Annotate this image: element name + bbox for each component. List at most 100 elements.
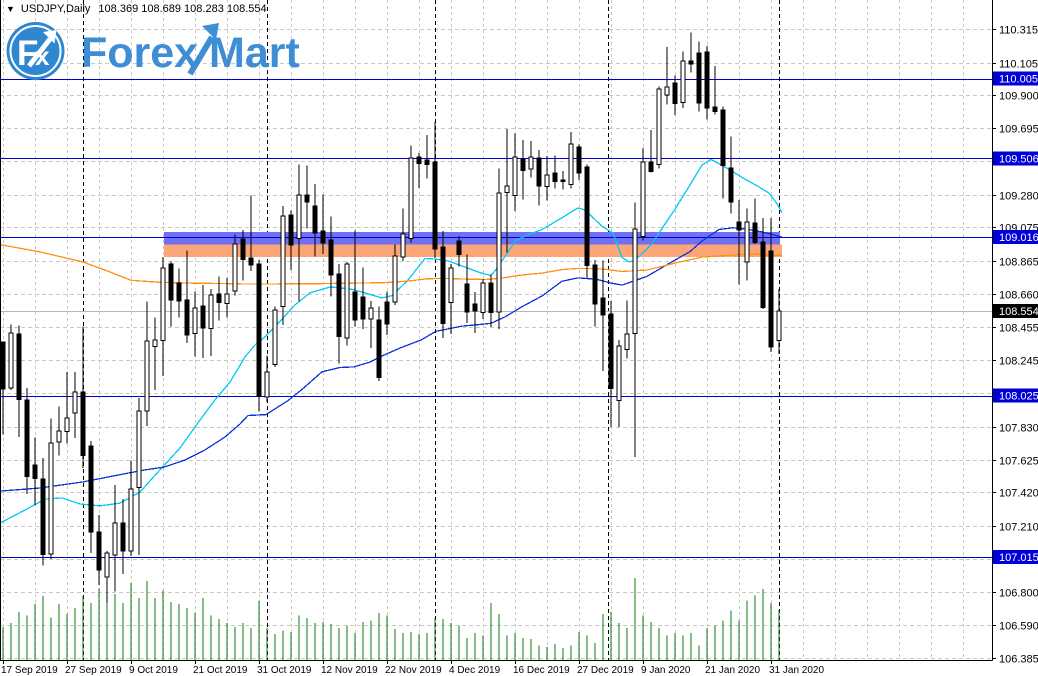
candle[interactable] <box>712 66 718 115</box>
candle[interactable] <box>416 153 422 188</box>
candle[interactable] <box>304 165 310 229</box>
candle[interactable] <box>344 262 350 346</box>
candle[interactable] <box>760 218 766 309</box>
candle[interactable] <box>32 437 38 505</box>
candle[interactable] <box>176 268 182 318</box>
candle[interactable] <box>112 485 118 592</box>
candle[interactable] <box>672 75 678 115</box>
candle[interactable] <box>680 51 686 108</box>
candle[interactable] <box>208 288 214 356</box>
candle[interactable] <box>624 300 630 359</box>
candle[interactable] <box>232 234 238 296</box>
candle[interactable] <box>200 285 206 359</box>
candle[interactable] <box>432 122 438 259</box>
candle[interactable] <box>768 218 774 352</box>
candle[interactable] <box>224 277 230 318</box>
candle[interactable] <box>528 141 534 178</box>
candle[interactable] <box>376 306 382 381</box>
candle[interactable] <box>144 301 150 426</box>
candle[interactable] <box>256 260 262 412</box>
candle[interactable] <box>264 355 270 403</box>
candle[interactable] <box>280 206 286 325</box>
candle[interactable] <box>456 236 462 267</box>
time-axis[interactable]: 17 Sep 2019 27 Sep 2019 9 Oct 2019 21 Oct 2… <box>1 660 824 676</box>
candle[interactable] <box>560 171 566 190</box>
candle[interactable] <box>152 317 158 391</box>
candle[interactable] <box>328 216 334 297</box>
candle[interactable] <box>336 263 342 364</box>
candle[interactable] <box>776 289 782 355</box>
candle[interactable] <box>464 254 470 323</box>
candle[interactable] <box>704 45 710 120</box>
candle[interactable] <box>64 371 70 444</box>
candle[interactable] <box>552 155 558 189</box>
candle[interactable] <box>632 202 638 457</box>
candle[interactable] <box>320 194 326 254</box>
candle[interactable] <box>240 229 246 281</box>
candle[interactable] <box>16 325 22 437</box>
candle[interactable] <box>608 301 614 428</box>
candle[interactable] <box>576 144 582 180</box>
candle[interactable] <box>664 47 670 105</box>
candle[interactable] <box>368 300 374 348</box>
candle[interactable] <box>656 86 662 169</box>
candle[interactable] <box>0 341 6 435</box>
candle[interactable] <box>496 168 502 329</box>
candle[interactable] <box>584 164 590 278</box>
candle[interactable] <box>400 208 406 262</box>
candle[interactable] <box>536 150 542 206</box>
candle[interactable] <box>160 257 166 376</box>
candle[interactable] <box>688 32 694 73</box>
candle[interactable] <box>360 267 366 329</box>
candle[interactable] <box>120 499 126 574</box>
candle[interactable] <box>736 199 742 285</box>
candle[interactable] <box>472 292 478 334</box>
candle[interactable] <box>48 418 54 560</box>
candle[interactable] <box>408 145 414 243</box>
candle[interactable] <box>696 41 702 112</box>
candle[interactable] <box>8 324 14 391</box>
candle[interactable] <box>168 261 174 327</box>
price-axis[interactable]: 110.315110.105109.900109.695109.490109.2… <box>992 25 1038 666</box>
candle[interactable] <box>512 133 518 211</box>
candle[interactable] <box>384 291 390 335</box>
candle[interactable] <box>568 132 574 189</box>
candle[interactable] <box>424 134 430 179</box>
candle[interactable] <box>440 231 446 339</box>
candle[interactable] <box>56 406 62 456</box>
candle[interactable] <box>88 441 94 553</box>
symbol-menu-icon[interactable]: ▼ <box>6 4 15 14</box>
candle[interactable] <box>640 148 646 241</box>
candle[interactable] <box>80 326 86 468</box>
candle[interactable] <box>248 195 254 271</box>
candle[interactable] <box>728 136 734 214</box>
candle[interactable] <box>600 260 606 371</box>
candle[interactable] <box>40 457 46 566</box>
candle[interactable] <box>288 210 294 271</box>
candle[interactable] <box>648 130 654 173</box>
candle[interactable] <box>96 515 102 585</box>
candle[interactable] <box>752 198 758 244</box>
candle[interactable] <box>192 291 198 357</box>
candle[interactable] <box>504 128 510 253</box>
candle[interactable] <box>352 230 358 327</box>
candle[interactable] <box>544 155 550 201</box>
candle[interactable] <box>592 260 598 327</box>
candle[interactable] <box>392 244 398 306</box>
candle[interactable] <box>184 250 190 344</box>
candle[interactable] <box>272 306 278 367</box>
candle[interactable] <box>488 274 494 328</box>
candle[interactable] <box>312 183 318 257</box>
candle[interactable] <box>616 340 622 428</box>
zone-rectangle-2[interactable] <box>164 244 782 257</box>
candle[interactable] <box>520 140 526 200</box>
candle[interactable] <box>448 264 454 334</box>
candle[interactable] <box>136 398 142 555</box>
candle[interactable] <box>128 460 134 556</box>
candle[interactable] <box>296 164 302 302</box>
candle[interactable] <box>24 388 30 494</box>
candle[interactable] <box>720 106 726 199</box>
candle[interactable] <box>480 279 486 319</box>
candle[interactable] <box>744 208 750 281</box>
